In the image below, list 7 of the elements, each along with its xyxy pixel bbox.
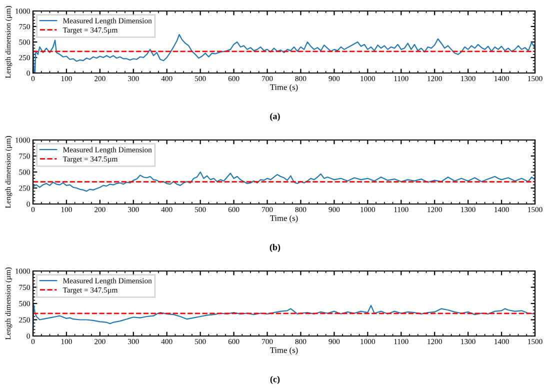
line-series <box>33 171 535 192</box>
x-axis-title: Time (s) <box>270 215 298 223</box>
x-axis-title: Time (s) <box>270 84 298 92</box>
text: (c) <box>270 376 280 384</box>
text: (a) <box>270 112 280 122</box>
x-axis-title: Time (s) <box>270 347 298 355</box>
text: (b) <box>270 244 280 252</box>
